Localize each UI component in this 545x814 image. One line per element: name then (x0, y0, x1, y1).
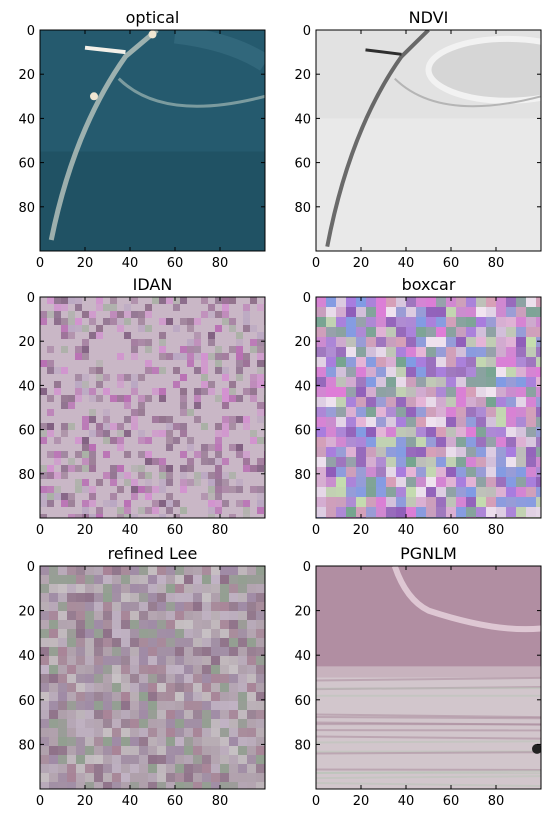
y-tick-label: 20 (294, 605, 311, 620)
panel-4: boxcar 0 20 40 60 80 0 20 40 60 80 (294, 275, 542, 538)
y-tick-label: 20 (18, 68, 35, 83)
y-tick-label: 20 (18, 335, 35, 350)
y-tick-label: 0 (27, 291, 35, 306)
x-tick-label: 0 (36, 794, 44, 809)
panel-1: optical 0 20 40 60 80 0 20 40 60 80 (18, 8, 266, 271)
panel-title: optical (126, 8, 180, 27)
panel-image (316, 297, 541, 518)
y-tick-label: 60 (294, 424, 311, 439)
x-tick-label: 40 (122, 794, 139, 809)
panel-frame (39, 296, 266, 519)
x-tick-label: 80 (488, 256, 505, 271)
y-tick-label: 20 (294, 68, 311, 83)
y-tick-label: 40 (294, 649, 311, 664)
y-tick-label: 80 (294, 201, 311, 216)
panel-frame (315, 29, 542, 252)
x-tick-label: 60 (167, 523, 184, 538)
y-tick-label: 0 (303, 24, 311, 39)
panel-title: refined Lee (108, 544, 198, 563)
y-tick-label: 40 (18, 379, 35, 394)
x-tick-label: 60 (443, 523, 460, 538)
y-tick-label: 20 (18, 605, 35, 620)
panel-title: IDAN (133, 275, 173, 294)
y-tick-label: 20 (294, 335, 311, 350)
y-tick-label: 0 (27, 560, 35, 575)
x-tick-label: 0 (36, 256, 44, 271)
x-tick-label: 0 (312, 256, 320, 271)
x-tick-label: 40 (398, 256, 415, 271)
x-tick-label: 80 (212, 256, 229, 271)
panel-image (40, 566, 265, 789)
panel-frame (315, 296, 542, 519)
panel-image (316, 30, 541, 251)
panel-2: NDVI 0 20 40 60 80 0 20 40 60 80 (294, 8, 542, 271)
x-tick-label: 40 (122, 523, 139, 538)
panel-title: PGNLM (400, 544, 457, 563)
y-tick-label: 80 (18, 468, 35, 483)
panel-frame (39, 29, 266, 252)
y-tick-label: 80 (18, 201, 35, 216)
y-tick-label: 60 (294, 157, 311, 172)
x-tick-label: 60 (443, 256, 460, 271)
panel-6: PGNLM 0 20 40 60 80 0 20 40 60 80 (294, 544, 542, 809)
x-tick-label: 20 (77, 523, 94, 538)
y-tick-label: 40 (294, 379, 311, 394)
panel-frame (315, 565, 542, 790)
y-tick-label: 60 (18, 694, 35, 709)
y-tick-label: 80 (294, 738, 311, 753)
y-tick-label: 60 (18, 424, 35, 439)
y-tick-label: 80 (294, 468, 311, 483)
y-tick-label: 40 (18, 112, 35, 127)
x-tick-label: 20 (77, 256, 94, 271)
panel-title: boxcar (402, 275, 456, 294)
x-tick-label: 60 (167, 794, 184, 809)
x-tick-label: 20 (353, 256, 370, 271)
x-tick-label: 60 (167, 256, 184, 271)
y-tick-label: 0 (27, 24, 35, 39)
panel-image (316, 566, 541, 789)
y-tick-label: 0 (303, 291, 311, 306)
x-tick-label: 80 (488, 794, 505, 809)
x-tick-label: 60 (443, 794, 460, 809)
x-tick-label: 80 (212, 794, 229, 809)
x-tick-label: 40 (398, 794, 415, 809)
panel-image (40, 297, 265, 518)
panel-3: IDAN 0 20 40 60 80 0 20 40 60 80 (18, 275, 266, 538)
panel-frame (39, 565, 266, 790)
x-tick-label: 20 (77, 794, 94, 809)
y-tick-label: 40 (18, 649, 35, 664)
y-tick-label: 60 (294, 694, 311, 709)
y-tick-label: 40 (294, 112, 311, 127)
x-tick-label: 20 (353, 523, 370, 538)
x-tick-label: 20 (353, 794, 370, 809)
panel-5: refined Lee 0 20 40 60 80 0 20 40 60 80 (18, 544, 266, 809)
x-tick-label: 40 (122, 256, 139, 271)
x-tick-label: 80 (488, 523, 505, 538)
y-tick-label: 0 (303, 560, 311, 575)
x-tick-label: 0 (36, 523, 44, 538)
x-tick-label: 40 (398, 523, 415, 538)
y-tick-label: 80 (18, 738, 35, 753)
panel-image (40, 30, 265, 251)
x-tick-label: 80 (212, 523, 229, 538)
panel-title: NDVI (409, 8, 449, 27)
y-tick-label: 60 (18, 157, 35, 172)
x-tick-label: 0 (312, 523, 320, 538)
x-tick-label: 0 (312, 794, 320, 809)
